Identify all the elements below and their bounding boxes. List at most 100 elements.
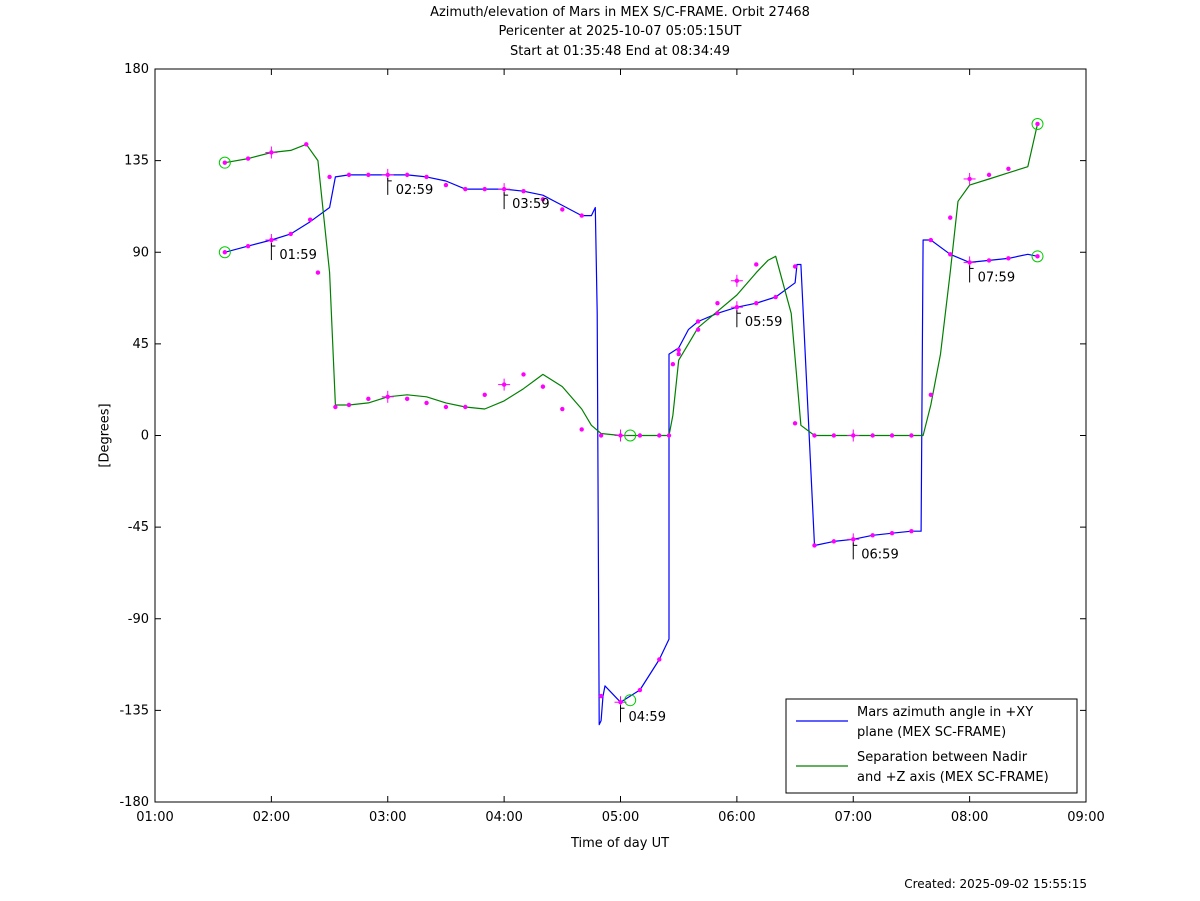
endpoint-circle-marker — [624, 694, 637, 707]
endpoint-circle-marker — [218, 246, 231, 259]
y-tick-label: -45 — [128, 520, 149, 535]
data-point-marker — [870, 433, 875, 438]
y-tick-label: 90 — [132, 245, 149, 260]
data-point-marker — [792, 264, 798, 269]
y-tick-label: 135 — [124, 154, 149, 169]
data-point-marker — [598, 693, 604, 699]
y-tick-label: 0 — [141, 429, 149, 444]
data-point-marker — [1035, 254, 1040, 259]
x-tick-label: 07:00 — [835, 810, 872, 825]
data-point-marker — [754, 300, 759, 306]
data-point-marker — [598, 433, 604, 438]
data-point-marker — [463, 404, 468, 410]
time-annotation-label: 04:59 — [629, 710, 666, 725]
data-point-marker — [637, 687, 643, 693]
legend-box — [785, 698, 1078, 794]
marker-layer — [218, 117, 1044, 709]
data-point-marker — [889, 531, 895, 536]
data-point-marker — [579, 213, 584, 218]
time-annotation-label: 01:59 — [279, 248, 316, 263]
data-point-marker — [346, 172, 352, 178]
series-separation-line — [224, 123, 1039, 437]
x-tick-label: 05:00 — [602, 810, 639, 825]
x-axis-label: Time of day UT — [570, 836, 670, 851]
time-annotation-label: 02:59 — [396, 183, 433, 198]
data-point-marker — [346, 402, 352, 408]
data-point-marker — [404, 172, 410, 178]
data-point-marker — [909, 528, 914, 534]
data-point-marker — [657, 657, 662, 662]
data-point-marker — [327, 174, 332, 180]
data-point-marker — [288, 231, 293, 237]
data-point-marker — [812, 543, 817, 548]
data-point-marker — [812, 433, 817, 438]
data-point-marker — [637, 433, 643, 438]
data-point-marker — [560, 406, 565, 412]
data-point-marker — [245, 243, 251, 249]
x-tick-label: 06:00 — [718, 810, 755, 825]
data-point-marker — [333, 404, 338, 410]
time-annotation-label: 06:59 — [861, 547, 898, 562]
data-point-marker — [792, 421, 798, 426]
data-point-marker — [831, 433, 837, 438]
data-point-marker — [482, 186, 487, 192]
data-point-marker — [676, 347, 681, 353]
data-point-marker — [695, 319, 701, 324]
legend: Mars azimuth angle in +XY plane (MEX SC-F… — [785, 698, 1078, 794]
data-point-marker — [222, 160, 228, 165]
x-tick-label: 04:00 — [485, 810, 522, 825]
data-point-marker — [695, 327, 701, 332]
data-point-marker — [666, 433, 672, 438]
data-point-marker — [909, 433, 914, 438]
data-point-marker — [870, 533, 875, 538]
legend-label-separation: and +Z axis (MEX SC-FRAME) — [857, 770, 1049, 785]
annotation-layer: 01:59 02:59 03:59 04:59 05:59 06:59 07:59 — [270, 177, 1015, 725]
data-point-marker — [245, 156, 251, 161]
x-tick-label: 01:00 — [136, 810, 173, 825]
data-point-marker — [948, 215, 953, 220]
data-point-marker — [424, 400, 429, 406]
time-annotation-label: 07:59 — [978, 270, 1015, 285]
chart-title-line-3: Start at 01:35:48 End at 08:34:49 — [509, 44, 731, 59]
data-point-marker — [366, 396, 371, 402]
endpoint-circle-marker — [1031, 117, 1044, 130]
y-tick-label: 180 — [124, 62, 149, 77]
data-point-marker — [948, 252, 953, 257]
data-point-marker — [307, 217, 313, 222]
data-point-marker — [304, 142, 309, 147]
x-tick-label: 02:00 — [253, 810, 290, 825]
created-timestamp: Created: 2025-09-02 15:55:15 — [904, 877, 1087, 891]
data-point-marker — [986, 258, 992, 263]
y-tick-label: -135 — [119, 703, 149, 718]
data-point-marker — [1006, 256, 1011, 261]
data-point-marker — [540, 384, 546, 389]
data-point-marker — [773, 294, 778, 300]
endpoint-circle-marker — [218, 156, 231, 169]
data-point-marker — [754, 262, 759, 267]
data-point-marker — [521, 188, 526, 194]
data-point-marker — [521, 372, 526, 377]
data-point-marker — [366, 172, 371, 178]
data-point-marker — [222, 250, 228, 255]
data-point-marker — [315, 270, 321, 275]
chart-title-line-2: Pericenter at 2025-10-07 05:05:15UT — [498, 24, 742, 39]
y-tick-label: -180 — [119, 795, 149, 810]
data-point-marker — [928, 237, 934, 243]
data-point-marker — [928, 392, 934, 397]
x-tick-label: 09:00 — [1067, 810, 1104, 825]
data-point-marker — [676, 351, 681, 357]
legend-label-azimuth: Mars azimuth angle in +XY — [857, 705, 1033, 720]
legend-label-azimuth: plane (MEX SC-FRAME) — [857, 725, 1006, 740]
data-point-marker — [831, 539, 837, 544]
data-point-marker — [670, 362, 676, 367]
time-annotation-label: 03:59 — [512, 197, 549, 212]
endpoint-circle-marker — [1031, 250, 1044, 263]
data-point-marker — [986, 172, 992, 178]
data-point-marker — [715, 311, 720, 316]
data-point-marker — [1035, 121, 1040, 127]
data-point-marker — [443, 404, 449, 410]
series-layer — [224, 123, 1039, 726]
data-point-marker — [560, 207, 565, 212]
